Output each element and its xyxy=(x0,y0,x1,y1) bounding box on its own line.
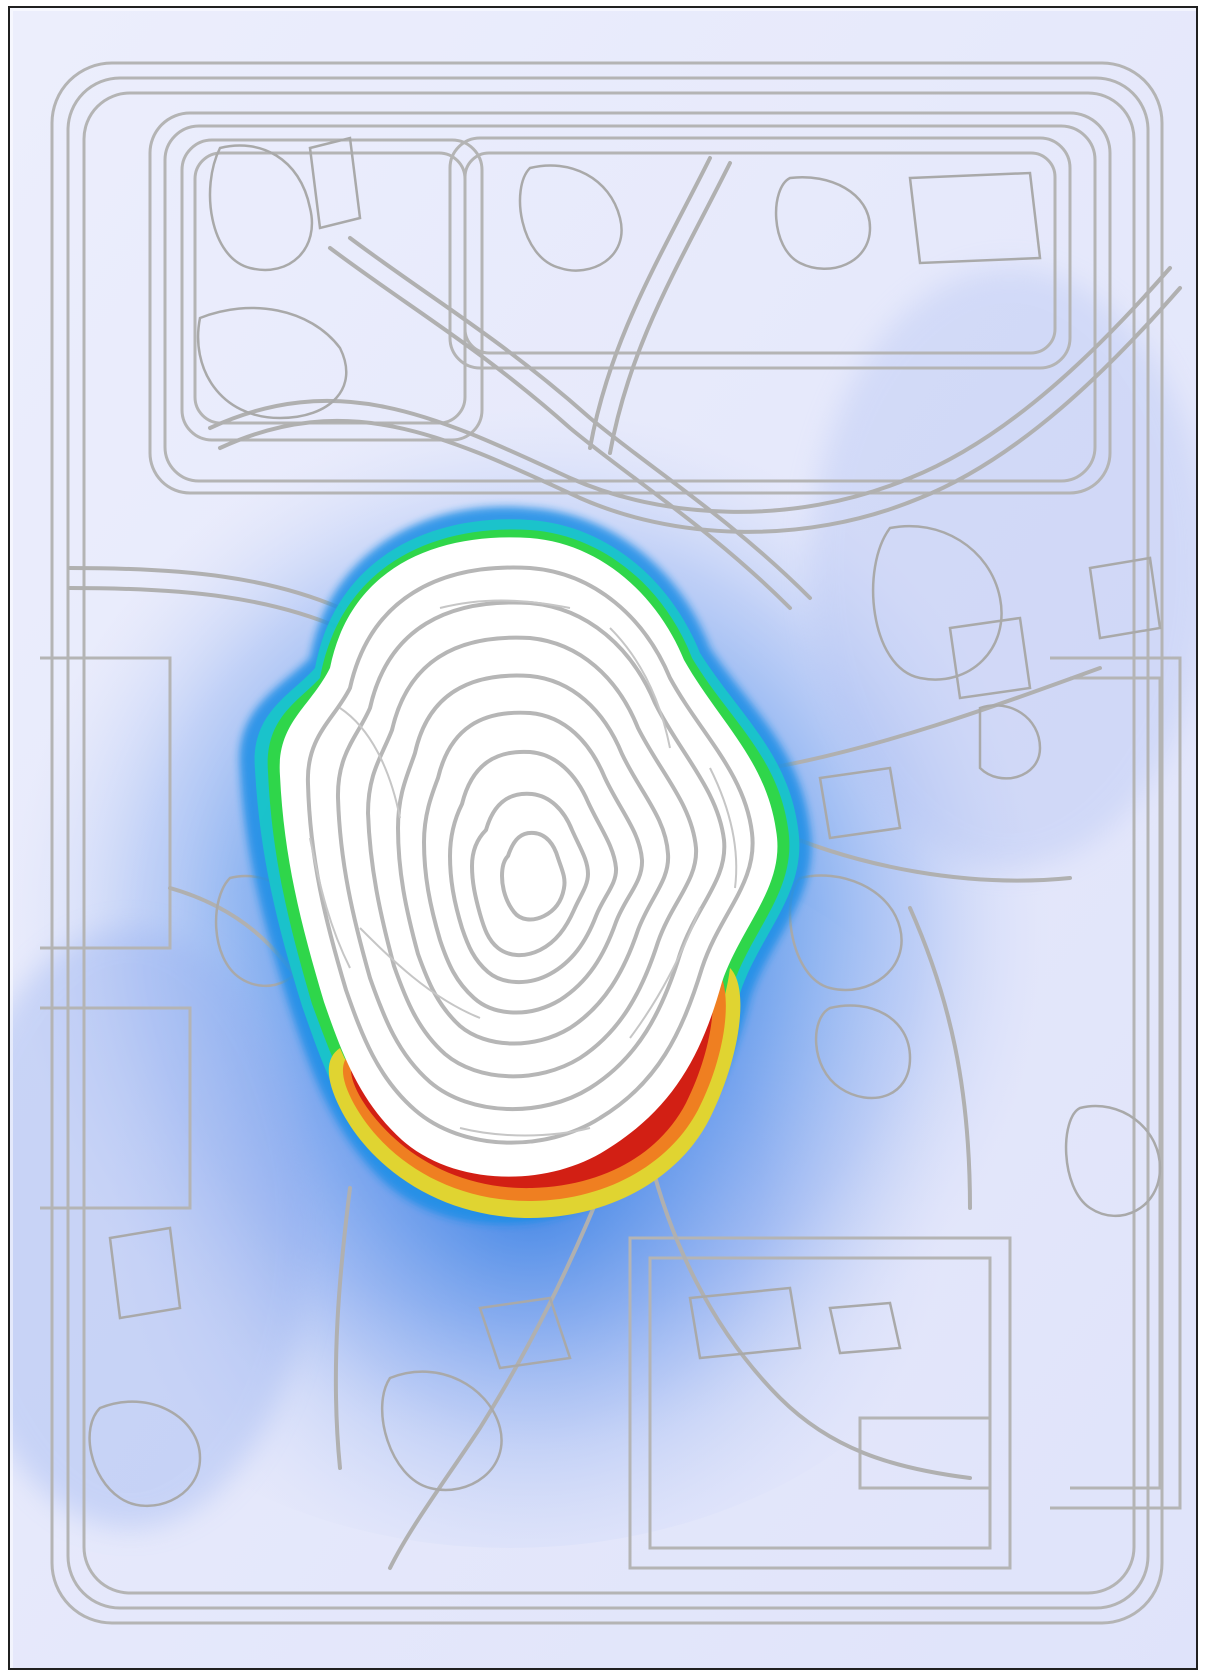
pit-bench-contours xyxy=(305,565,755,1145)
infrastructure-outlines xyxy=(88,136,1162,1508)
map-frame xyxy=(8,6,1198,1670)
mine-map xyxy=(10,8,1196,1668)
pit-wall-texture xyxy=(309,599,738,1137)
haul-road-contours xyxy=(40,61,1182,1625)
road-network xyxy=(68,156,1182,1570)
